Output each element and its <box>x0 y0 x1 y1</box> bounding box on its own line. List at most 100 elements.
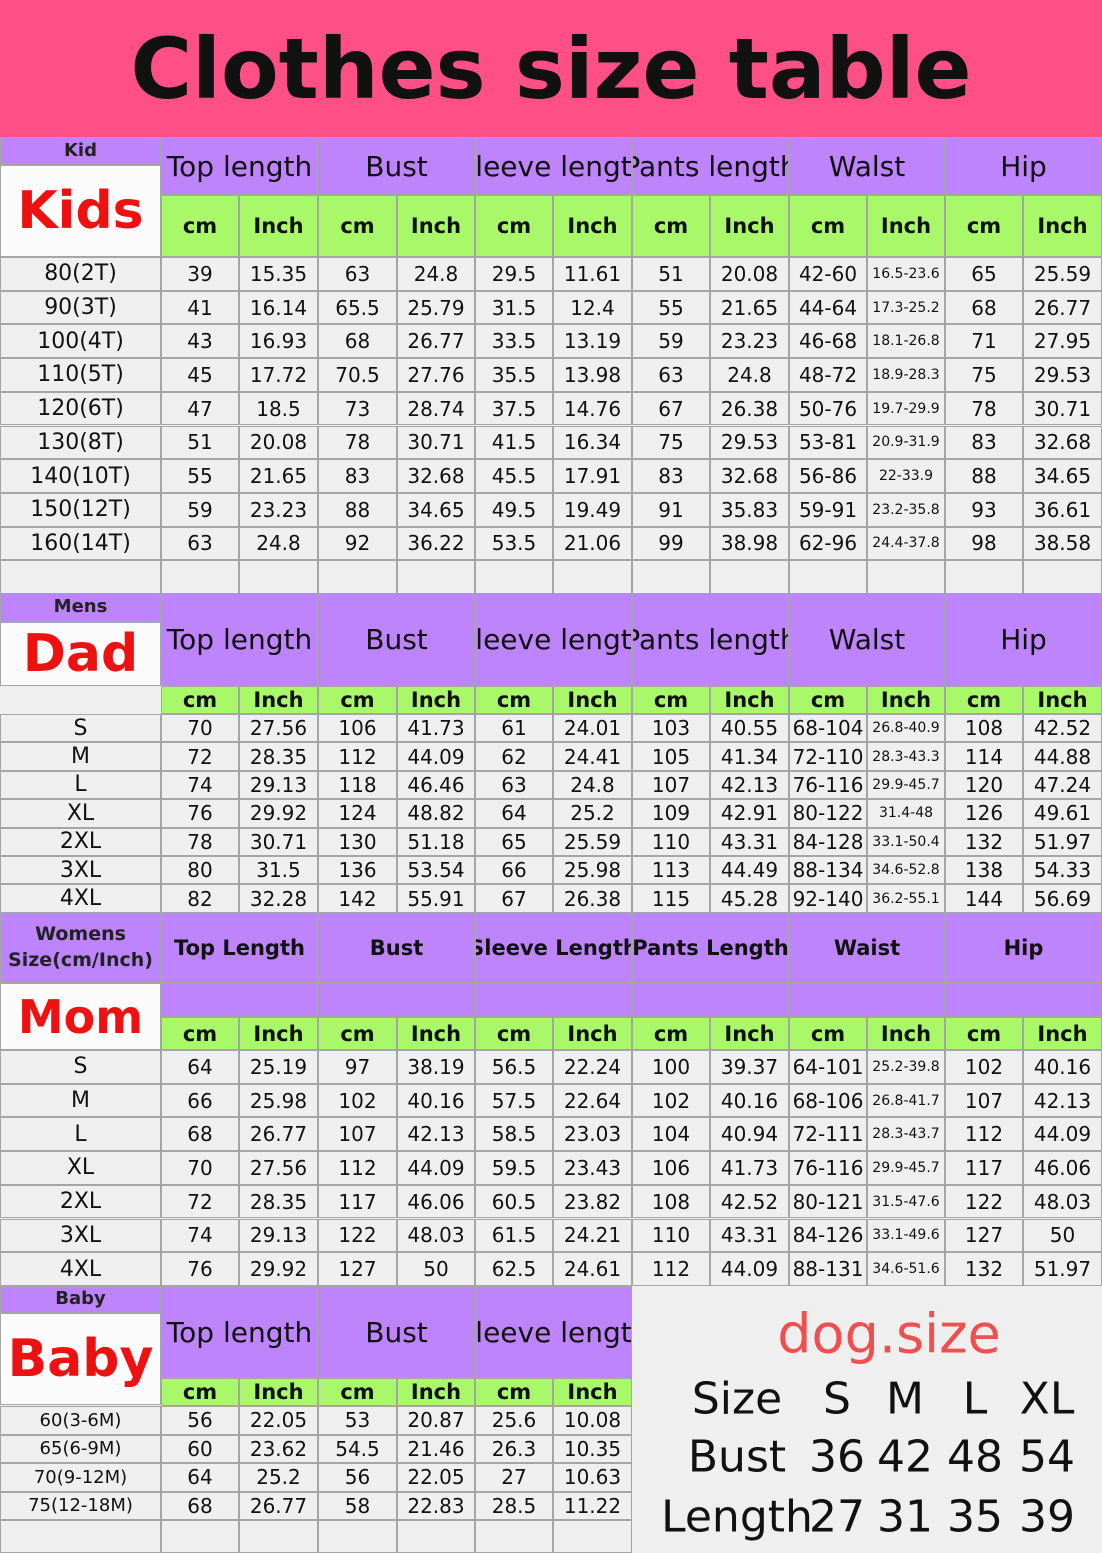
size-value: 50 <box>397 1252 475 1286</box>
empty-cell <box>397 1520 475 1553</box>
size-value: 24.21 <box>553 1218 632 1253</box>
unit-header: Inch <box>553 1378 632 1406</box>
blank-row <box>945 983 1102 1017</box>
size-value: 41.73 <box>710 1151 789 1185</box>
size-value: 23.03 <box>553 1117 632 1152</box>
empty-cell <box>1023 560 1102 594</box>
size-label: 150(12T) <box>0 492 161 527</box>
dog-value: 36 <box>809 1431 865 1483</box>
empty-cell <box>553 1520 632 1553</box>
size-value: 117 <box>945 1151 1023 1185</box>
size-label: M <box>0 1083 161 1118</box>
size-value: 17.91 <box>553 459 632 493</box>
size-label: 160(14T) <box>0 526 161 561</box>
size-value: 40.55 <box>710 714 789 743</box>
size-value: 46.46 <box>397 770 475 800</box>
size-value: 55.91 <box>397 884 475 913</box>
size-value: 88-134 <box>789 856 867 885</box>
empty-cell <box>161 560 239 594</box>
size-value: 25.2-39.8 <box>867 1050 945 1084</box>
size-value: 36.61 <box>1023 492 1102 527</box>
size-value: 114 <box>945 742 1023 771</box>
size-value: 10.63 <box>553 1463 632 1492</box>
section-label: Mens <box>0 593 161 622</box>
empty-cell <box>475 1520 553 1553</box>
size-value: 46.06 <box>1023 1151 1102 1185</box>
dog-value: 27 <box>809 1491 865 1543</box>
size-value: 55 <box>632 290 710 325</box>
size-value: 76 <box>161 799 239 828</box>
section-label: Baby <box>0 1286 161 1313</box>
size-value: 112 <box>318 742 397 771</box>
size-value: 42.91 <box>710 799 789 828</box>
size-value: 51 <box>632 257 710 291</box>
size-value: 45 <box>161 358 239 392</box>
size-value: 32.68 <box>1023 425 1102 460</box>
size-value: 56 <box>161 1406 239 1435</box>
dog-row-label: Bust <box>687 1431 787 1483</box>
size-value: 117 <box>318 1184 397 1219</box>
size-value: 26.77 <box>1023 290 1102 325</box>
size-value: 18.1-26.8 <box>867 324 945 359</box>
size-label: 3XL <box>0 1218 161 1253</box>
size-value: 40.16 <box>397 1083 475 1118</box>
size-value: 34.65 <box>397 492 475 527</box>
size-value: 25.19 <box>239 1050 318 1084</box>
unit-header: Inch <box>867 195 945 257</box>
size-value: 42-60 <box>789 257 867 291</box>
size-value: 41 <box>161 290 239 325</box>
unit-header: Inch <box>867 1017 945 1050</box>
size-value: 15.35 <box>239 257 318 291</box>
size-value: 75 <box>945 358 1023 392</box>
unit-header: Inch <box>239 1378 318 1406</box>
size-value: 31.5-47.6 <box>867 1184 945 1219</box>
unit-header: cm <box>318 1017 397 1050</box>
size-value: 22.05 <box>397 1463 475 1492</box>
size-value: 22.05 <box>239 1406 318 1435</box>
size-value: 64 <box>161 1463 239 1492</box>
size-value: 22.83 <box>397 1491 475 1520</box>
size-value: 92 <box>318 526 397 561</box>
size-value: 72-111 <box>789 1117 867 1152</box>
size-value: 41.5 <box>475 425 553 460</box>
unit-header: Inch <box>553 1017 632 1050</box>
size-value: 99 <box>632 526 710 561</box>
size-value: 70 <box>161 1151 239 1185</box>
size-value: 21.46 <box>397 1434 475 1463</box>
unit-header: cm <box>632 1017 710 1050</box>
size-value: 76-116 <box>789 770 867 800</box>
size-value: 24.01 <box>553 714 632 743</box>
size-value: 49.61 <box>1023 799 1102 828</box>
size-value: 25.2 <box>553 799 632 828</box>
size-value: 23.2-35.8 <box>867 492 945 527</box>
size-value: 27.95 <box>1023 324 1102 359</box>
unit-header: Inch <box>239 1017 318 1050</box>
unit-header: Inch <box>397 195 475 257</box>
size-value: 44.09 <box>397 742 475 771</box>
empty-cell <box>632 560 710 594</box>
empty-cell <box>161 1520 239 1553</box>
size-value: 23.62 <box>239 1434 318 1463</box>
unit-header: Inch <box>239 195 318 257</box>
size-value: 13.19 <box>553 324 632 359</box>
group-header: Sleeve length <box>475 137 632 195</box>
size-value: 25.98 <box>239 1083 318 1118</box>
size-value: 88 <box>945 459 1023 493</box>
size-value: 83 <box>318 459 397 493</box>
size-label: S <box>0 1050 161 1084</box>
unit-header: Inch <box>710 195 789 257</box>
size-value: 78 <box>945 391 1023 426</box>
size-value: 26.8-40.9 <box>867 714 945 743</box>
size-value: 66 <box>475 856 553 885</box>
size-value: 30.71 <box>1023 391 1102 426</box>
size-value: 26.3 <box>475 1434 553 1463</box>
size-value: 103 <box>632 714 710 743</box>
size-value: 46-68 <box>789 324 867 359</box>
title: Clothes size table <box>130 19 972 118</box>
size-value: 16.14 <box>239 290 318 325</box>
size-value: 32.68 <box>397 459 475 493</box>
size-value: 36.2-55.1 <box>867 884 945 913</box>
size-value: 47 <box>161 391 239 426</box>
